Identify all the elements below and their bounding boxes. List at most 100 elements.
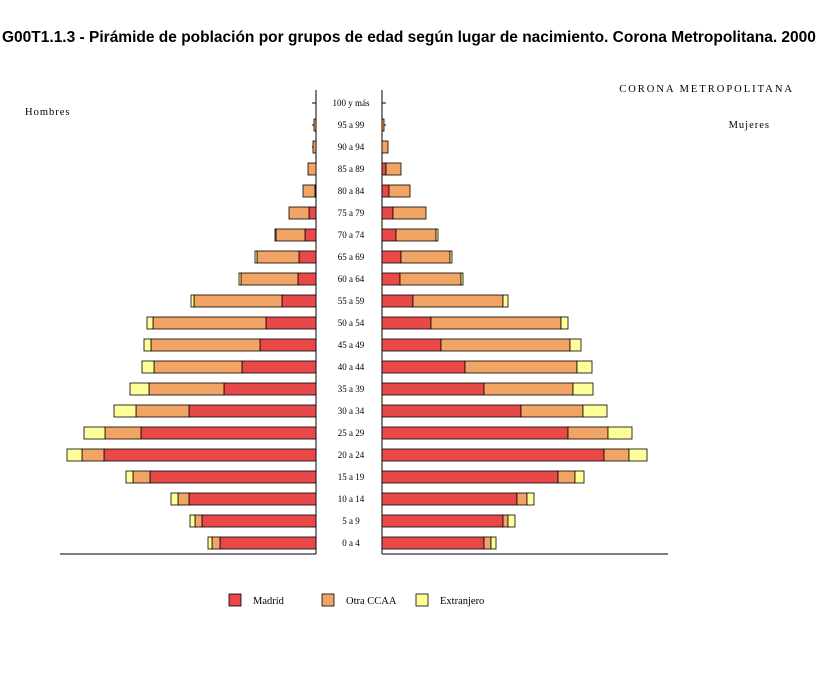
age-label: 80 a 84 <box>338 186 365 196</box>
age-label: 50 a 54 <box>338 318 365 328</box>
bar-women <box>607 426 633 440</box>
bar-men <box>211 536 221 550</box>
bar-women <box>381 426 569 440</box>
age-label: 15 a 19 <box>338 472 365 482</box>
age-label: 55 a 59 <box>338 296 365 306</box>
bar-men <box>113 404 137 418</box>
age-label: 20 a 24 <box>338 450 365 460</box>
bar-men <box>83 426 106 440</box>
bar-women <box>381 294 414 308</box>
bar-women <box>483 536 492 550</box>
bar-women <box>490 536 497 550</box>
bar-women <box>603 448 630 462</box>
age-label: 85 a 89 <box>338 164 365 174</box>
bar-men <box>297 272 317 286</box>
bar-women <box>582 404 608 418</box>
bar-men <box>143 338 152 352</box>
bar-men <box>103 448 317 462</box>
bar-women <box>381 338 442 352</box>
bar-men <box>302 184 316 198</box>
bar-men <box>207 536 213 550</box>
bar-men <box>308 206 317 220</box>
bar-women <box>464 360 578 374</box>
bars <box>66 118 648 550</box>
bar-women <box>412 294 504 308</box>
bar-men <box>238 272 242 286</box>
bar-men <box>66 448 83 462</box>
legend-swatch <box>228 593 242 607</box>
bar-men <box>141 360 155 374</box>
bar-men <box>149 470 317 484</box>
bar-women <box>526 492 535 506</box>
bar-women <box>381 492 518 506</box>
legend-label: Madrid <box>253 596 285 607</box>
age-label: 65 a 69 <box>338 252 365 262</box>
age-label: 70 a 74 <box>338 230 365 240</box>
bar-men <box>125 470 134 484</box>
bar-women <box>381 360 466 374</box>
bar-men <box>275 228 306 242</box>
bar-women <box>516 492 528 506</box>
bar-women <box>381 118 385 132</box>
bar-women <box>381 470 559 484</box>
bar-women <box>557 470 576 484</box>
bar-men <box>288 206 310 220</box>
bar-men <box>223 382 317 396</box>
bar-men <box>274 228 277 242</box>
bar-men <box>304 228 317 242</box>
bar-men <box>189 514 196 528</box>
bar-women <box>399 272 462 286</box>
women-label: Mujeres <box>728 120 770 131</box>
bar-men <box>153 360 243 374</box>
bar-women <box>502 294 509 308</box>
bar-women <box>502 514 509 528</box>
age-label: 35 a 39 <box>338 384 365 394</box>
region-label: CORONA METROPOLITANA <box>619 84 794 95</box>
bar-men <box>256 250 300 264</box>
bar-men <box>81 448 105 462</box>
bar-men <box>313 118 317 132</box>
bar-women <box>569 338 582 352</box>
bar-women <box>574 470 585 484</box>
age-label: 10 a 14 <box>338 494 365 504</box>
bar-men <box>148 382 225 396</box>
bar-women <box>381 382 485 396</box>
bar-women <box>381 536 485 550</box>
bar-women <box>400 250 451 264</box>
age-label: 5 a 9 <box>342 516 360 526</box>
bar-women <box>392 206 427 220</box>
bar-men <box>188 492 317 506</box>
bar-women <box>381 250 402 264</box>
bar-women <box>440 338 571 352</box>
bar-men <box>201 514 317 528</box>
bar-men <box>312 140 317 154</box>
bar-women <box>381 514 504 528</box>
age-label: 75 a 79 <box>338 208 365 218</box>
bar-men <box>194 514 203 528</box>
bar-men <box>190 294 195 308</box>
bar-women <box>628 448 648 462</box>
bar-women <box>388 184 411 198</box>
bar-women <box>460 272 464 286</box>
age-label: 60 a 64 <box>338 274 365 284</box>
age-label: 95 a 99 <box>338 120 365 130</box>
bar-women <box>381 228 397 242</box>
bar-men <box>193 294 283 308</box>
bar-men <box>188 404 317 418</box>
legend-swatch <box>415 593 429 607</box>
bar-women <box>560 316 569 330</box>
age-label: 100 y más <box>333 98 370 108</box>
age-label: 30 a 34 <box>338 406 365 416</box>
bar-women <box>567 426 609 440</box>
bar-women <box>385 162 402 176</box>
bar-men <box>240 272 299 286</box>
bar-men <box>129 382 150 396</box>
age-label: 40 a 44 <box>338 362 365 372</box>
bar-women <box>381 206 394 220</box>
age-label: 90 a 94 <box>338 142 365 152</box>
bar-women <box>430 316 562 330</box>
legend-label: Otra CCAA <box>346 596 397 607</box>
bar-men <box>259 338 317 352</box>
bar-men <box>152 316 267 330</box>
bar-men <box>150 338 261 352</box>
